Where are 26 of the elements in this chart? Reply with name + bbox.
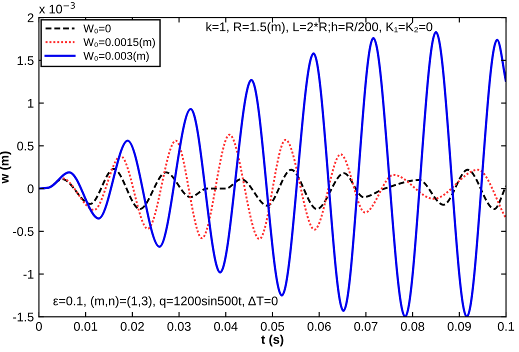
y-tick-label: -1 <box>24 270 34 279</box>
y-tick-label: -1.5 <box>13 312 34 322</box>
x-tick-label: 0.02 <box>120 322 144 331</box>
x-tick-label: 0.04 <box>214 322 238 331</box>
y-tick-label: -0.5 <box>13 227 34 236</box>
x-tick-label: 0.09 <box>448 322 471 331</box>
annotation: k=1, R=1.5(m), L=2*R;h=R/200, K₁=K₂=0 <box>206 22 432 34</box>
x-axis-title: t (s) <box>261 334 284 346</box>
x-tick-label: 0.1 <box>498 322 514 331</box>
x-tick-label: 0.07 <box>354 322 378 331</box>
legend-label: W₀=0.0015(m) <box>83 38 155 48</box>
x-tick-label: 0.06 <box>308 322 331 331</box>
x-tick-label: 0.01 <box>74 322 98 331</box>
y-tick-label: 1.5 <box>18 56 34 65</box>
x-tick-label: 0 <box>36 322 42 331</box>
text: x 10$^{−3}$ <box>39 2 75 14</box>
x-tick-label: 0.05 <box>260 322 284 331</box>
annotation: ε=0.1, (m,n)=(1,3), q=1200sin500t, ΔT=0 <box>53 296 278 308</box>
y-tick-label: 0.5 <box>17 142 34 150</box>
x-tick-label: 0.03 <box>167 322 191 331</box>
x-tick-label: 0.08 <box>400 322 424 331</box>
y-tick-label: 1 <box>28 99 34 108</box>
legend-label: W₀=0.003(m) <box>83 52 149 62</box>
y-tick-label: 2 <box>28 13 34 22</box>
legend-label: W₀=0 <box>83 24 111 34</box>
y-tick-label: 0 <box>28 184 34 194</box>
